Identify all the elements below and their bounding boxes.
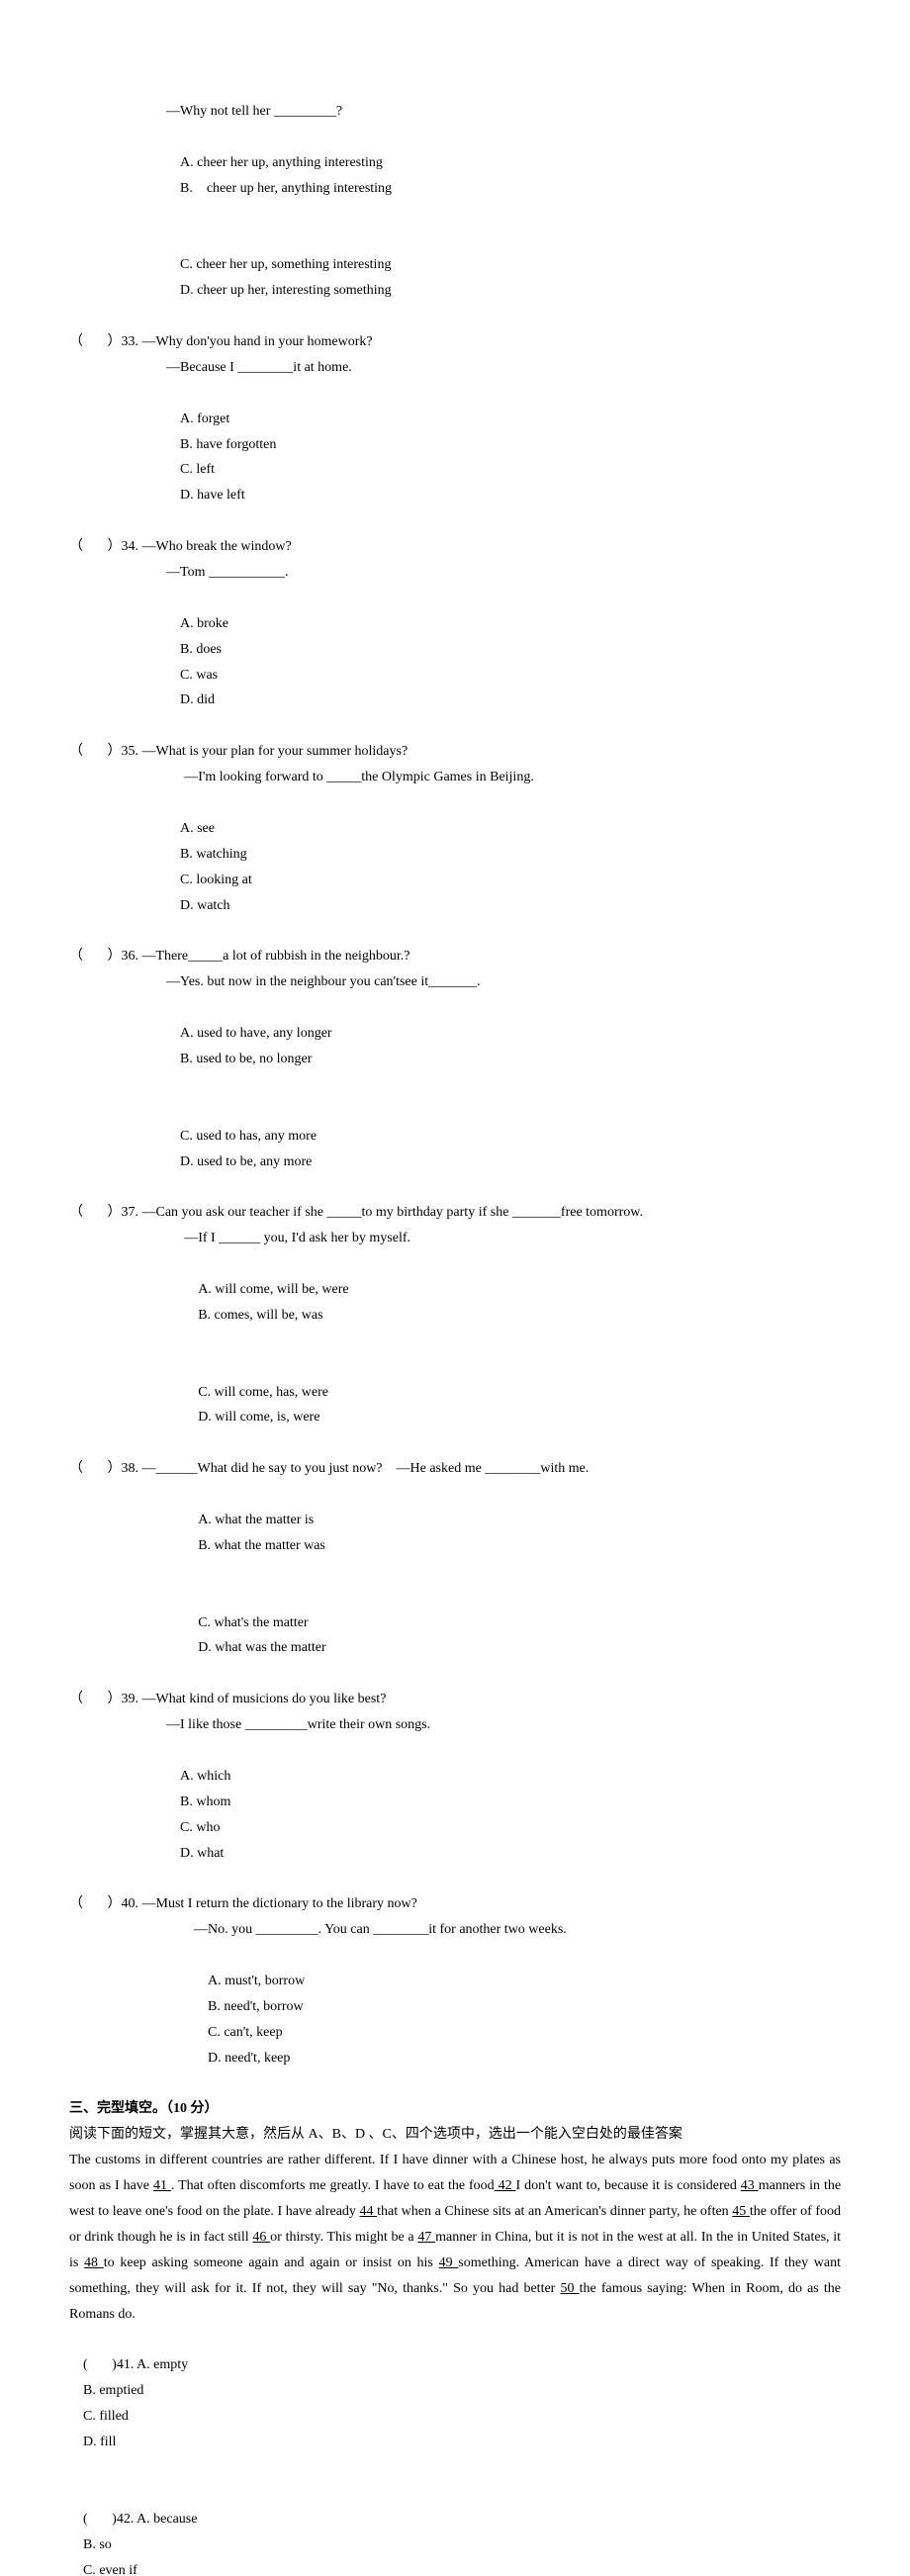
cloze-q42: ( )42. A. because B. so C. even if D. si… [69, 2481, 841, 2576]
q41-a: ( )41. A. empty [83, 2352, 284, 2378]
q34-optB: B. does [180, 637, 332, 663]
q33-options: A. forget B. have forgotten C. left D. h… [69, 381, 841, 534]
q39-optC: C. who [180, 1815, 305, 1841]
q37-optB: B. comes, will be, was [198, 1308, 322, 1323]
q41-d: D. fill [83, 2435, 116, 2449]
q42-a: ( )42. A. because [83, 2507, 284, 2532]
q35-stem: （ ）35. —What is your plan for your summe… [69, 739, 841, 765]
blank-45: 45 [732, 2204, 750, 2219]
q40-options: A. must't, borrow B. need't, borrow C. c… [69, 1943, 841, 2096]
q36-options-row2: C. used to has, any more D. used to be, … [69, 1098, 841, 1201]
q40-optB: B. need't, borrow [208, 1994, 353, 2020]
q38-optD: D. what was the matter [198, 1640, 325, 1655]
section3-title: 三、完型填空。（10 分） [69, 2096, 841, 2122]
blank-50: 50 [560, 2281, 579, 2296]
q35-line2: —I'm looking forward to _____the Olympic… [69, 765, 841, 790]
q38-optA: A. what the matter is [198, 1508, 461, 1533]
q34-line2: —Tom ___________. [69, 560, 841, 586]
blank-43: 43 [741, 2178, 759, 2193]
q37-optD: D. will come, is, were [198, 1410, 319, 1425]
q32-optB: B. cheer up her, anything interesting [180, 181, 392, 196]
cloze-passage: The customs in different countries are r… [69, 2148, 841, 2327]
passage-t5: that when a Chinese sits at an American'… [377, 2204, 732, 2219]
q39-optD: D. what [180, 1846, 224, 1861]
q39-optB: B. whom [180, 1790, 332, 1815]
q34-options: A. broke B. does C. was D. did [69, 586, 841, 739]
q33-stem: （ ）33. —Why don'you hand in your homewor… [69, 329, 841, 355]
q35-optC: C. looking at [180, 868, 305, 893]
q41-c: C. filled [83, 2404, 242, 2430]
passage-t9: to keep asking someone again and again o… [104, 2255, 439, 2270]
q37-optA: A. will come, will be, were [198, 1277, 461, 1303]
q36-optC: C. used to has, any more [180, 1124, 457, 1150]
blank-48: 48 [84, 2255, 104, 2270]
q38-stem: （ ）38. —______What did he say to you jus… [69, 1456, 841, 1482]
q33-optB: B. have forgotten [180, 432, 332, 458]
document-body: —Why not tell her _________? A. cheer he… [69, 99, 841, 2576]
q33-optD: D. have left [180, 488, 245, 503]
q34-optA: A. broke [180, 611, 305, 637]
q39-line2: —I like those _________write their own s… [69, 1712, 841, 1738]
q36-stem: （ ）36. —There_____a lot of rubbish in th… [69, 944, 841, 969]
q35-optB: B. watching [180, 842, 332, 868]
q39-optA: A. which [180, 1764, 305, 1790]
q32-options-row2: C. cheer her up, something interesting D… [69, 227, 841, 329]
q40-stem: （ ）40. —Must I return the dictionary to … [69, 1891, 841, 1917]
blank-42: 42 [495, 2178, 516, 2193]
q40-optC: C. can't, keep [208, 2020, 332, 2046]
q32-optA: A. cheer her up, anything interesting [180, 150, 457, 176]
q32-options-row1: A. cheer her up, anything interesting B.… [69, 125, 841, 228]
q42-c: C. even if [83, 2558, 242, 2576]
q40-line2: —No. you _________. You can ________it f… [69, 1917, 841, 1943]
q37-options-row2: C. will come, has, were D. will come, is… [69, 1354, 841, 1457]
q33-optC: C. left [180, 457, 305, 483]
q40-optA: A. must't, borrow [208, 1969, 353, 1994]
q35-optD: D. watch [180, 898, 230, 913]
q37-optC: C. will come, has, were [198, 1380, 461, 1406]
passage-t7: or thirsty. This might be a [270, 2230, 417, 2245]
blank-49: 49 [439, 2255, 459, 2270]
q35-optA: A. see [180, 816, 305, 842]
q34-optD: D. did [180, 692, 215, 707]
passage-t3: I don't want to, because it is considere… [516, 2178, 741, 2193]
q38-optB: B. what the matter was [198, 1538, 325, 1553]
q36-optB: B. used to be, no longer [180, 1052, 312, 1066]
q36-optA: A. used to have, any longer [180, 1021, 457, 1047]
q38-options-row2: C. what's the matter D. what was the mat… [69, 1585, 841, 1688]
q32-optD: D. cheer up her, interesting something [180, 283, 392, 298]
blank-44: 44 [360, 2204, 378, 2219]
q38-options-row1: A. what the matter is B. what the matter… [69, 1482, 841, 1585]
q36-options-row1: A. used to have, any longer B. used to b… [69, 995, 841, 1098]
q36-optD: D. used to be, any more [180, 1154, 312, 1169]
section3-intro: 阅读下面的短文，掌握其大意，然后从 A、B、D 、C、四个选项中，选出一个能入空… [69, 2122, 841, 2148]
q33-optA: A. forget [180, 407, 305, 432]
q42-b: B. so [83, 2532, 235, 2558]
q37-line2: —If I ______ you, I'd ask her by myself. [69, 1226, 841, 1251]
blank-47: 47 [417, 2230, 435, 2245]
q32-followup: —Why not tell her _________? [69, 99, 841, 125]
q38-optC: C. what's the matter [198, 1610, 461, 1636]
q37-options-row1: A. will come, will be, were B. comes, wi… [69, 1251, 841, 1354]
q34-optC: C. was [180, 663, 305, 689]
q40-optD: D. need't, keep [208, 2051, 290, 2066]
q39-options: A. which B. whom C. who D. what [69, 1738, 841, 1891]
q33-line2: —Because I ________it at home. [69, 355, 841, 381]
q41-b: B. emptied [83, 2378, 235, 2404]
blank-46: 46 [252, 2230, 270, 2245]
q32-optC: C. cheer her up, something interesting [180, 252, 457, 278]
q37-stem: （ ）37. —Can you ask our teacher if she _… [69, 1200, 841, 1226]
q39-stem: （ ）39. —What kind of musicions do you li… [69, 1687, 841, 1712]
q34-stem: （ ）34. —Who break the window? [69, 534, 841, 560]
blank-41: 41 [153, 2178, 171, 2193]
cloze-q41: ( )41. A. empty B. emptied C. filled D. … [69, 2327, 841, 2480]
q35-options: A. see B. watching C. looking at D. watc… [69, 790, 841, 944]
passage-t2: . That often discomforts me greatly. I h… [171, 2178, 495, 2193]
q36-line2: —Yes. but now in the neighbour you can't… [69, 969, 841, 995]
